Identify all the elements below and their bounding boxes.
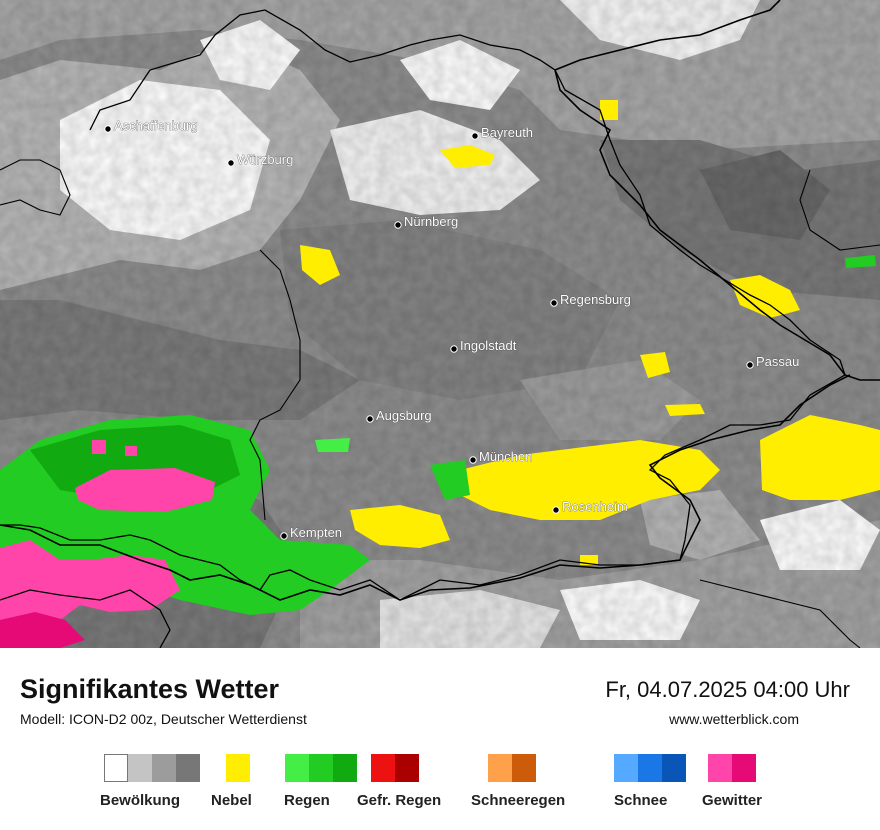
legend-label-snow: Schnee bbox=[614, 792, 668, 809]
city-marker: Nürnberg bbox=[394, 214, 459, 229]
legend-swatch bbox=[128, 754, 152, 782]
legend-swatch bbox=[638, 754, 662, 782]
legend-label-thunderstorm: Gewitter bbox=[702, 792, 763, 809]
national-border-czech bbox=[554, 0, 781, 71]
legend-swatch bbox=[309, 754, 333, 782]
city-label: Passau bbox=[756, 354, 799, 369]
legend-swatches-fog bbox=[226, 754, 250, 782]
fog-layer bbox=[195, 100, 880, 603]
legend-group-snow bbox=[614, 754, 686, 782]
border-south-east bbox=[699, 579, 861, 648]
city-marker: Regensburg bbox=[550, 292, 631, 307]
legend-swatch bbox=[708, 754, 732, 782]
website-link[interactable]: www.wetterblick.com bbox=[669, 711, 799, 727]
city-dot bbox=[550, 299, 558, 307]
legend-swatch bbox=[176, 754, 200, 782]
legend-swatches-thunderstorm bbox=[708, 754, 756, 782]
page-title: Signifikantes Wetter bbox=[20, 674, 280, 704]
legend-label-rain: Regen bbox=[284, 792, 330, 809]
city-markers: Aschaffenburg Würzburg Bayreuth Nürnberg Reg… bbox=[104, 118, 800, 540]
city-marker: Augsburg bbox=[366, 408, 432, 423]
city-marker: München bbox=[469, 449, 533, 464]
state-border-inner bbox=[249, 249, 301, 521]
legend-label-sleet: Schneeregen bbox=[471, 792, 566, 809]
legend-swatch bbox=[614, 754, 638, 782]
legend-group-fog bbox=[226, 754, 250, 782]
legend-swatch bbox=[285, 754, 309, 782]
city-dot bbox=[227, 159, 235, 167]
city-dot bbox=[469, 456, 477, 464]
legend-swatch bbox=[333, 754, 357, 782]
city-label: Rosenheim bbox=[562, 499, 628, 514]
legend-group-rain bbox=[285, 754, 357, 782]
legend-swatch bbox=[104, 754, 128, 782]
legend-swatch bbox=[395, 754, 419, 782]
city-marker: Aschaffenburg bbox=[104, 118, 198, 133]
city-marker: Kempten bbox=[280, 525, 342, 540]
legend-group-thunderstorm bbox=[708, 754, 756, 782]
legend-swatches-sleet bbox=[488, 754, 536, 782]
legend-swatch bbox=[152, 754, 176, 782]
legend-group-sleet bbox=[488, 754, 536, 782]
borders bbox=[0, 0, 880, 648]
city-marker: Passau bbox=[746, 354, 800, 369]
legend-swatch bbox=[512, 754, 536, 782]
legend-label-clouds: Bewölkung bbox=[100, 792, 181, 809]
forecast-datetime: Fr, 04.07.2025 04:00 Uhr bbox=[605, 677, 850, 702]
legend-label-freezing-rain: Gefr. Regen bbox=[357, 792, 442, 809]
city-label: München bbox=[479, 449, 532, 464]
city-label: Aschaffenburg bbox=[114, 118, 198, 133]
cloud-layer bbox=[0, 0, 880, 648]
legend-swatches-freezing-rain bbox=[371, 754, 419, 782]
legend-swatch bbox=[226, 754, 250, 782]
model-info: Modell: ICON-D2 00z, Deutscher Wetterdie… bbox=[20, 711, 307, 727]
city-label: Kempten bbox=[290, 525, 342, 540]
city-dot bbox=[394, 221, 402, 229]
city-label: Nürnberg bbox=[404, 214, 458, 229]
city-marker: Würzburg bbox=[227, 152, 294, 167]
national-border-czech-south bbox=[554, 69, 880, 381]
legend-swatches-rain bbox=[285, 754, 357, 782]
border-east bbox=[799, 169, 880, 251]
city-label: Augsburg bbox=[376, 408, 432, 423]
city-marker: Bayreuth bbox=[471, 125, 533, 140]
city-marker: Rosenheim bbox=[552, 499, 628, 514]
national-border-austria bbox=[0, 374, 851, 601]
legend-swatch bbox=[732, 754, 756, 782]
city-dot bbox=[450, 345, 458, 353]
city-dot bbox=[366, 415, 374, 423]
state-border-west bbox=[0, 159, 71, 216]
city-dot bbox=[746, 361, 754, 369]
city-dot bbox=[280, 532, 288, 540]
legend-swatch bbox=[371, 754, 395, 782]
city-dot bbox=[471, 132, 479, 140]
legend-swatches-clouds bbox=[104, 754, 200, 782]
legend-label-fog: Nebel bbox=[211, 792, 252, 809]
national-border-switzerland bbox=[0, 589, 171, 648]
legend-swatches-snow bbox=[614, 754, 686, 782]
state-border-bavaria bbox=[0, 9, 846, 601]
thunderstorm-layer bbox=[0, 440, 215, 648]
legend-group-freezing-rain bbox=[371, 754, 419, 782]
city-label: Würzburg bbox=[237, 152, 293, 167]
legend-group-clouds bbox=[104, 754, 200, 782]
city-label: Bayreuth bbox=[481, 125, 533, 140]
weather-map: Aschaffenburg Würzburg Bayreuth Nürnberg Reg… bbox=[0, 0, 880, 648]
city-dot bbox=[104, 125, 112, 133]
city-marker: Ingolstadt bbox=[450, 338, 517, 353]
legend-swatch bbox=[488, 754, 512, 782]
legend-swatch bbox=[662, 754, 686, 782]
city-dot bbox=[552, 506, 560, 514]
city-label: Ingolstadt bbox=[460, 338, 517, 353]
city-label: Regensburg bbox=[560, 292, 631, 307]
